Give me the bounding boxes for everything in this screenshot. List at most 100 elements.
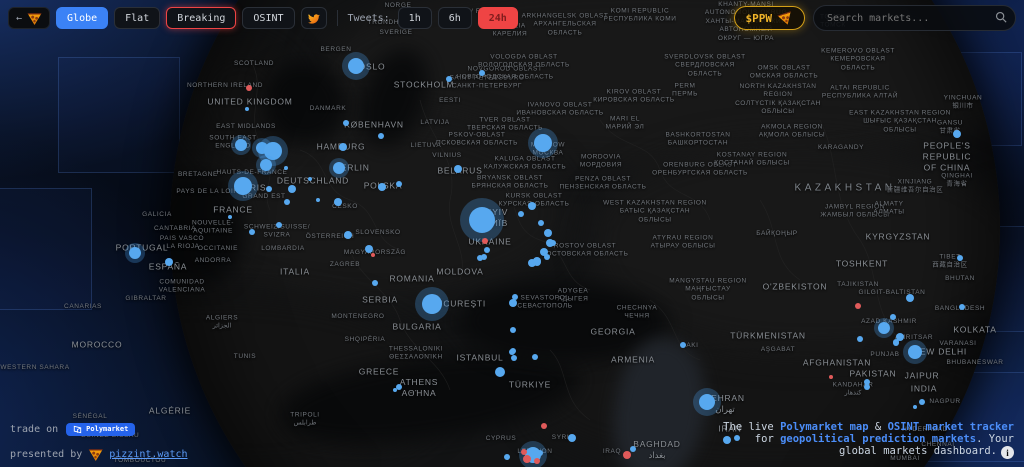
- market-marker[interactable]: [235, 139, 247, 151]
- ppw-token-badge[interactable]: $PPW: [733, 6, 805, 30]
- market-marker[interactable]: [913, 405, 917, 409]
- market-marker[interactable]: [495, 367, 505, 377]
- market-marker[interactable]: [521, 449, 527, 455]
- market-marker[interactable]: [855, 303, 861, 309]
- market-marker[interactable]: [680, 342, 686, 348]
- market-marker[interactable]: [266, 186, 272, 192]
- tweet-range-6h[interactable]: 6h: [437, 7, 472, 29]
- market-marker[interactable]: [228, 215, 232, 219]
- market-marker[interactable]: [523, 455, 531, 463]
- market-marker[interactable]: [893, 339, 899, 345]
- pizzint-watch-link[interactable]: pizzint.watch: [109, 448, 188, 460]
- market-marker[interactable]: [540, 248, 548, 256]
- market-marker[interactable]: [333, 162, 345, 174]
- search-input[interactable]: [813, 5, 1016, 31]
- market-marker[interactable]: [532, 354, 538, 360]
- market-marker[interactable]: [165, 258, 173, 266]
- market-marker[interactable]: [864, 379, 870, 385]
- market-marker[interactable]: [479, 70, 485, 76]
- market-marker[interactable]: [446, 76, 452, 82]
- market-marker[interactable]: [343, 120, 349, 126]
- tweet-range-1h[interactable]: 1h: [397, 7, 432, 29]
- market-marker[interactable]: [371, 253, 375, 257]
- market-marker[interactable]: [537, 450, 543, 456]
- market-marker[interactable]: [234, 177, 252, 195]
- market-marker[interactable]: [509, 349, 515, 355]
- tweet-range-24h[interactable]: 24h: [477, 7, 518, 29]
- market-marker[interactable]: [544, 229, 552, 237]
- market-marker[interactable]: [623, 451, 631, 459]
- market-marker[interactable]: [959, 304, 965, 310]
- market-marker[interactable]: [288, 185, 296, 193]
- market-marker[interactable]: [510, 327, 516, 333]
- market-marker[interactable]: [129, 247, 141, 259]
- info-icon[interactable]: i: [1001, 446, 1014, 459]
- market-marker[interactable]: [723, 436, 731, 444]
- filter-osint-button[interactable]: OSINT: [242, 7, 295, 29]
- market-marker[interactable]: [533, 257, 541, 265]
- market-marker[interactable]: [541, 423, 547, 429]
- market-marker[interactable]: [454, 165, 462, 173]
- market-marker[interactable]: [308, 177, 312, 181]
- market-marker[interactable]: [734, 435, 740, 441]
- market-marker[interactable]: [469, 207, 495, 233]
- market-marker[interactable]: [246, 85, 252, 91]
- market-marker[interactable]: [378, 133, 384, 139]
- market-marker[interactable]: [339, 143, 347, 151]
- market-marker[interactable]: [249, 229, 255, 235]
- globe-map[interactable]: [170, 0, 1000, 467]
- market-marker[interactable]: [284, 166, 288, 170]
- market-marker[interactable]: [284, 199, 290, 205]
- market-marker[interactable]: [509, 299, 517, 307]
- market-marker[interactable]: [550, 240, 556, 246]
- market-marker[interactable]: [534, 134, 552, 152]
- tweets-feed-button[interactable]: [300, 7, 327, 29]
- market-marker[interactable]: [957, 255, 963, 261]
- market-marker[interactable]: [528, 259, 536, 267]
- market-marker[interactable]: [260, 159, 272, 171]
- market-marker[interactable]: [906, 294, 914, 302]
- market-marker[interactable]: [890, 314, 896, 320]
- market-marker[interactable]: [365, 245, 373, 253]
- market-marker[interactable]: [829, 375, 833, 379]
- market-marker[interactable]: [512, 294, 518, 300]
- market-marker[interactable]: [344, 231, 352, 239]
- market-marker[interactable]: [481, 254, 487, 260]
- market-marker[interactable]: [316, 198, 320, 202]
- market-marker[interactable]: [919, 399, 925, 405]
- market-marker[interactable]: [504, 454, 510, 460]
- market-marker[interactable]: [878, 322, 890, 334]
- market-marker[interactable]: [511, 355, 517, 361]
- market-marker[interactable]: [264, 142, 282, 160]
- market-marker[interactable]: [348, 58, 364, 74]
- market-marker[interactable]: [534, 458, 540, 464]
- market-marker[interactable]: [393, 388, 397, 392]
- market-marker[interactable]: [276, 222, 282, 228]
- market-marker[interactable]: [908, 345, 922, 359]
- view-toggle-globe[interactable]: Globe: [56, 7, 109, 29]
- polymarket-button[interactable]: Polymarket: [66, 422, 136, 436]
- market-marker[interactable]: [422, 294, 442, 314]
- market-marker[interactable]: [396, 384, 402, 390]
- market-marker[interactable]: [568, 434, 576, 442]
- market-marker[interactable]: [864, 384, 870, 390]
- market-marker[interactable]: [544, 254, 550, 260]
- market-marker[interactable]: [528, 202, 536, 210]
- market-marker[interactable]: [953, 130, 961, 138]
- market-marker[interactable]: [484, 247, 490, 253]
- market-marker[interactable]: [630, 446, 636, 452]
- market-marker[interactable]: [477, 255, 483, 261]
- filter-breaking-button[interactable]: Breaking: [166, 7, 237, 29]
- market-marker[interactable]: [334, 198, 342, 206]
- back-button[interactable]: ←: [8, 7, 51, 29]
- market-marker[interactable]: [245, 107, 249, 111]
- market-marker[interactable]: [378, 183, 386, 191]
- market-marker[interactable]: [857, 336, 863, 342]
- market-marker[interactable]: [396, 181, 402, 187]
- market-marker[interactable]: [372, 280, 378, 286]
- market-marker[interactable]: [518, 211, 524, 217]
- market-marker[interactable]: [699, 394, 715, 410]
- market-marker[interactable]: [482, 238, 488, 244]
- view-toggle-flat[interactable]: Flat: [114, 7, 161, 29]
- market-marker[interactable]: [896, 333, 904, 341]
